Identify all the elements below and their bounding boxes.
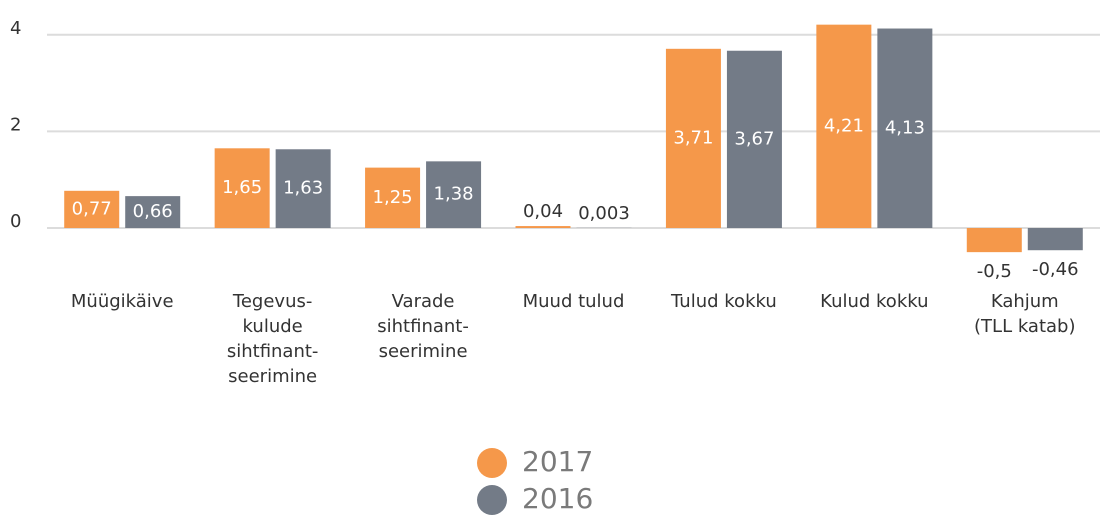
value-label: 0,77 <box>72 198 112 219</box>
legend-marker <box>477 448 507 478</box>
bar <box>426 161 482 228</box>
value-label: 1,38 <box>434 184 474 205</box>
value-label: 4,13 <box>885 117 925 138</box>
x-tick-label: (TLL katab) <box>974 316 1075 337</box>
x-tick-label: Muud tulud <box>523 291 625 312</box>
x-tick-label: seerimine <box>379 341 468 362</box>
bar <box>515 226 571 228</box>
value-label: 1,25 <box>373 187 413 208</box>
legend-label: 2017 <box>522 445 593 478</box>
value-label: 0,66 <box>133 201 173 222</box>
value-label: 1,63 <box>283 178 323 199</box>
legend-marker <box>477 485 507 515</box>
value-label: 4,21 <box>824 115 864 136</box>
x-tick-label: seerimine <box>228 366 317 387</box>
bar <box>816 24 872 229</box>
value-label: 0,04 <box>523 201 563 222</box>
x-tick-label: Müügikäive <box>71 291 174 312</box>
bar <box>877 28 933 229</box>
value-label: 3,71 <box>673 127 713 148</box>
y-tick-label: 4 <box>10 18 21 39</box>
value-label: 0,003 <box>578 203 630 224</box>
x-tick-label: Kulud kokku <box>820 291 928 312</box>
x-tick-label: kulude <box>243 316 303 337</box>
bar <box>214 148 270 228</box>
bar <box>275 149 331 228</box>
x-tick-label: Tegevus- <box>232 291 312 312</box>
value-label: 3,67 <box>734 128 774 149</box>
value-label: 1,65 <box>222 177 262 198</box>
bar <box>726 50 782 228</box>
y-tick-label: 0 <box>10 211 21 232</box>
bar <box>665 48 721 228</box>
bar <box>64 190 120 228</box>
value-label: -0,46 <box>1032 259 1079 280</box>
x-tick-label: Tulud kokku <box>670 291 777 312</box>
value-label: -0,5 <box>977 261 1012 282</box>
bar <box>966 228 1022 253</box>
y-tick-label: 2 <box>10 114 21 135</box>
x-tick-label: sihtfinant- <box>377 316 469 337</box>
x-tick-label: Kahjum <box>991 291 1059 312</box>
bar <box>125 196 181 228</box>
x-tick-label: Varade <box>392 291 455 312</box>
bar <box>1027 228 1083 251</box>
legend-label: 2016 <box>522 482 593 515</box>
bar <box>365 167 421 228</box>
x-tick-label: sihtfinant- <box>227 341 319 362</box>
